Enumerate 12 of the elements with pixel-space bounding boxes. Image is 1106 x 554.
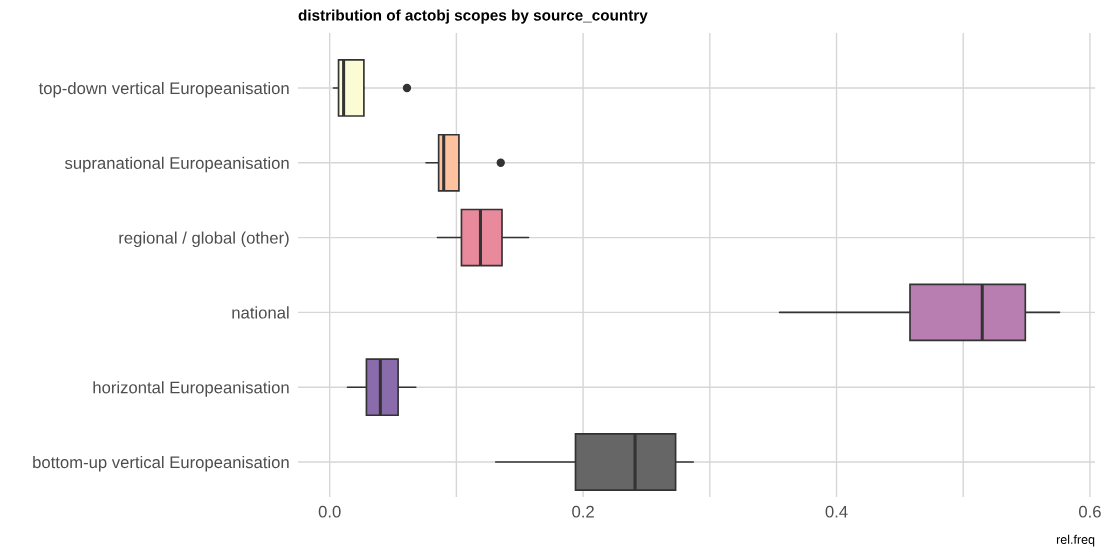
y-tick-label: national — [232, 306, 289, 319]
x-tick-label: 0.2 — [572, 505, 594, 518]
x-tick-label: 0.4 — [825, 505, 848, 518]
x-axis-title: rel.freq — [1056, 534, 1095, 547]
y-tick-label: regional / global (other) — [119, 231, 289, 248]
x-tick-label: 0.6 — [1079, 505, 1101, 518]
chart-title: distribution of actobj scopes by source_country — [298, 9, 648, 24]
x-tick-label: 0.0 — [318, 505, 341, 518]
y-tick-label: bottom-up vertical Europeanisation — [33, 455, 289, 472]
y-tick-label: supranational Europeanisation — [64, 156, 289, 173]
y-tick-label: horizontal Europeanisation — [93, 381, 289, 397]
y-tick-label: top-down vertical Europeanisation — [38, 81, 289, 98]
